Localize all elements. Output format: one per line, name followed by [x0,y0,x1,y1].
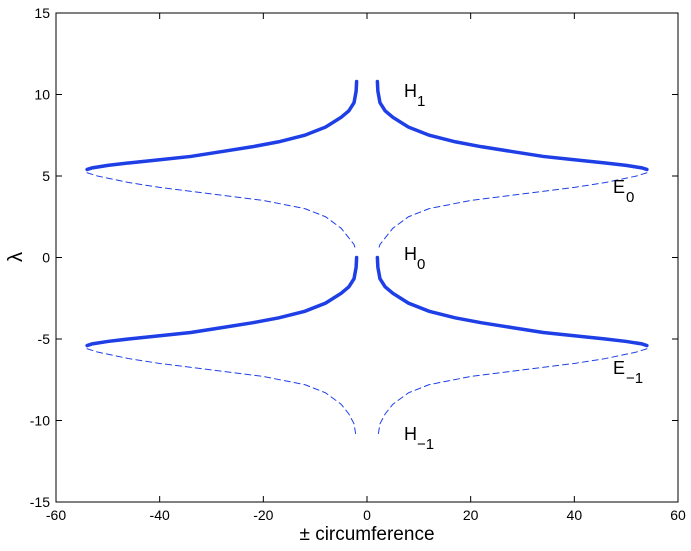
curve [86,348,357,435]
curve [377,172,648,250]
curve [85,255,359,348]
annotation-text: H [404,81,417,101]
y-tick-label: 15 [34,5,50,21]
annotation-subscript: 1 [417,93,425,110]
annotation-subscript: −1 [417,436,434,453]
annotation: H0 [404,244,425,273]
annotation: H−1 [404,424,434,453]
x-tick-label: -40 [150,507,170,523]
y-tick-label: 0 [42,250,50,266]
y-tick-label: 5 [42,168,50,184]
annotation-subscript: −1 [626,370,643,387]
x-tick-label: 0 [363,507,371,523]
curve [375,255,649,348]
annotation: H1 [404,81,425,110]
y-tick-label: 10 [34,87,50,103]
x-tick-label: 60 [670,507,686,523]
annotation-text: H [404,424,417,444]
x-axis-label: ± circumference [299,524,434,545]
y-tick-label: -15 [30,494,50,510]
x-tick-label: 20 [463,507,479,523]
curve [85,79,359,172]
curve [377,348,648,435]
annotation: E−1 [613,358,643,387]
y-axis-label: λ [5,252,27,262]
curve [375,79,649,172]
curve [86,172,357,250]
annotation-text: E [613,177,625,197]
x-tick-label: 40 [567,507,583,523]
annotation-subscript: 0 [626,189,634,206]
y-tick-label: -5 [38,331,51,347]
plot-frame [55,12,679,503]
annotation-subscript: 0 [417,256,425,273]
annotation-text: E [613,358,625,378]
annotation-text: H [404,244,417,264]
x-tick-label: -60 [46,507,66,523]
annotation: E0 [613,177,634,206]
y-tick-label: -10 [30,413,50,429]
x-tick-label: -20 [253,507,273,523]
